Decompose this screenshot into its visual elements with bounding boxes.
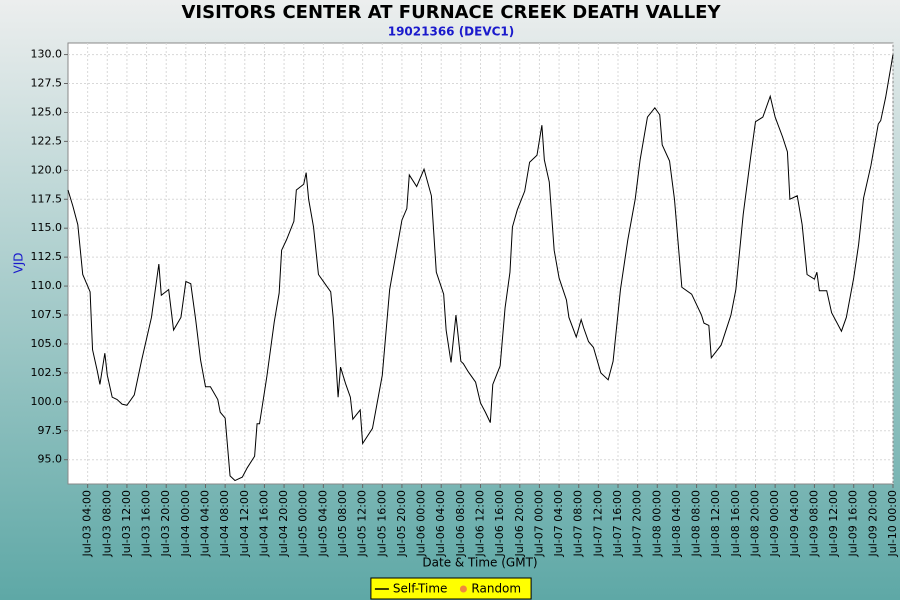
y-tick-label: 107.5 [31, 308, 63, 321]
x-tick-label: Jul-06 04:00 [434, 490, 447, 557]
x-tick-label: Jul-03 12:00 [120, 490, 133, 557]
x-tick-label: Jul-06 20:00 [513, 490, 526, 557]
x-tick-label: Jul-05 16:00 [375, 490, 388, 557]
legend-symbol [459, 585, 467, 593]
y-tick-label: 125.0 [31, 105, 63, 118]
y-tick-label: 122.5 [31, 134, 63, 147]
x-tick-label: Jul-05 08:00 [336, 490, 349, 557]
x-tick-label: Jul-08 00:00 [650, 490, 663, 557]
y-tick-label: 100.0 [31, 395, 63, 408]
x-tick-label: Jul-05 12:00 [356, 490, 369, 557]
legend-box [370, 577, 532, 600]
x-tick-label: Jul-07 04:00 [552, 490, 565, 557]
x-tick-label: Jul-08 20:00 [749, 490, 762, 557]
y-tick-label: 97.5 [38, 424, 63, 437]
x-tick-label: Jul-04 12:00 [238, 490, 251, 557]
y-tick-label: 112.5 [31, 250, 63, 263]
x-tick-label: Jul-08 12:00 [709, 490, 722, 557]
x-axis-label: Date & Time (GMT) [422, 556, 537, 570]
x-tick-label: Jul-05 00:00 [297, 490, 310, 557]
y-tick-label: 102.5 [31, 366, 63, 379]
x-tick-label: Jul-04 08:00 [218, 490, 231, 557]
x-tick-label: Jul-04 16:00 [257, 490, 270, 557]
x-tick-label: Jul-06 08:00 [454, 490, 467, 557]
x-tick-label: Jul-09 04:00 [788, 490, 801, 557]
x-tick-label: Jul-06 00:00 [415, 490, 428, 557]
x-tick-label: Jul-08 08:00 [690, 490, 703, 557]
x-tick-label: Jul-05 20:00 [395, 490, 408, 557]
x-tick-label: Jul-09 08:00 [807, 490, 820, 557]
x-tick-label: Jul-03 08:00 [100, 490, 113, 557]
x-tick-label: Jul-03 20:00 [159, 490, 172, 557]
chart-subtitle: 19021366 (DEVC1) [388, 25, 515, 39]
x-tick-label: Jul-07 16:00 [611, 490, 624, 557]
y-tick-label: 127.5 [31, 77, 63, 90]
x-tick-label: Jul-07 20:00 [631, 490, 644, 557]
x-tick-label: Jul-09 16:00 [847, 490, 860, 557]
y-tick-label: 110.0 [31, 279, 63, 292]
x-tick-label: Jul-03 04:00 [81, 490, 94, 557]
legend: Self-Time Random [370, 577, 532, 600]
chart-title: VISITORS CENTER AT FURNACE CREEK DEATH V… [181, 2, 721, 23]
legend-label: Self-Time [393, 582, 448, 596]
series-line [67, 54, 894, 482]
x-tick-label: Jul-04 20:00 [277, 490, 290, 557]
y-tick-label: 130.0 [31, 48, 63, 61]
y-tick-label: 115.0 [31, 221, 63, 234]
x-tick-label: Jul-09 00:00 [768, 490, 781, 557]
x-tick-label: Jul-07 00:00 [532, 490, 545, 557]
x-tick-label: Jul-09 12:00 [827, 490, 840, 557]
legend-label: Random [471, 582, 521, 596]
y-tick-label: 120.0 [31, 163, 63, 176]
x-tick-label: Jul-07 08:00 [572, 490, 585, 557]
grid: 95.0 97.5 100.0 102.5 105.0 107.5 110.0 112.5 11… [31, 43, 899, 557]
x-tick-label: Jul-05 04:00 [316, 490, 329, 557]
x-tick-label: Jul-06 16:00 [493, 490, 506, 557]
x-tick-label: Jul-08 16:00 [729, 490, 742, 557]
y-axis-label: VJD [12, 253, 26, 274]
y-tick-label: 105.0 [31, 337, 63, 350]
x-tick-label: Jul-03 16:00 [140, 490, 153, 557]
marks [67, 54, 894, 482]
y-tick-label: 95.0 [38, 453, 63, 466]
x-tick-label: Jul-04 04:00 [199, 490, 212, 557]
x-tick-label: Jul-07 12:00 [591, 490, 604, 557]
x-tick-label: Jul-04 00:00 [179, 490, 192, 557]
x-tick-label: Jul-06 12:00 [474, 490, 487, 557]
x-tick-label: Jul-09 20:00 [866, 490, 879, 557]
x-tick-label: Jul-10 00:00 [886, 490, 899, 557]
x-tick-label: Jul-08 04:00 [670, 490, 683, 557]
y-tick-label: 117.5 [31, 192, 63, 205]
